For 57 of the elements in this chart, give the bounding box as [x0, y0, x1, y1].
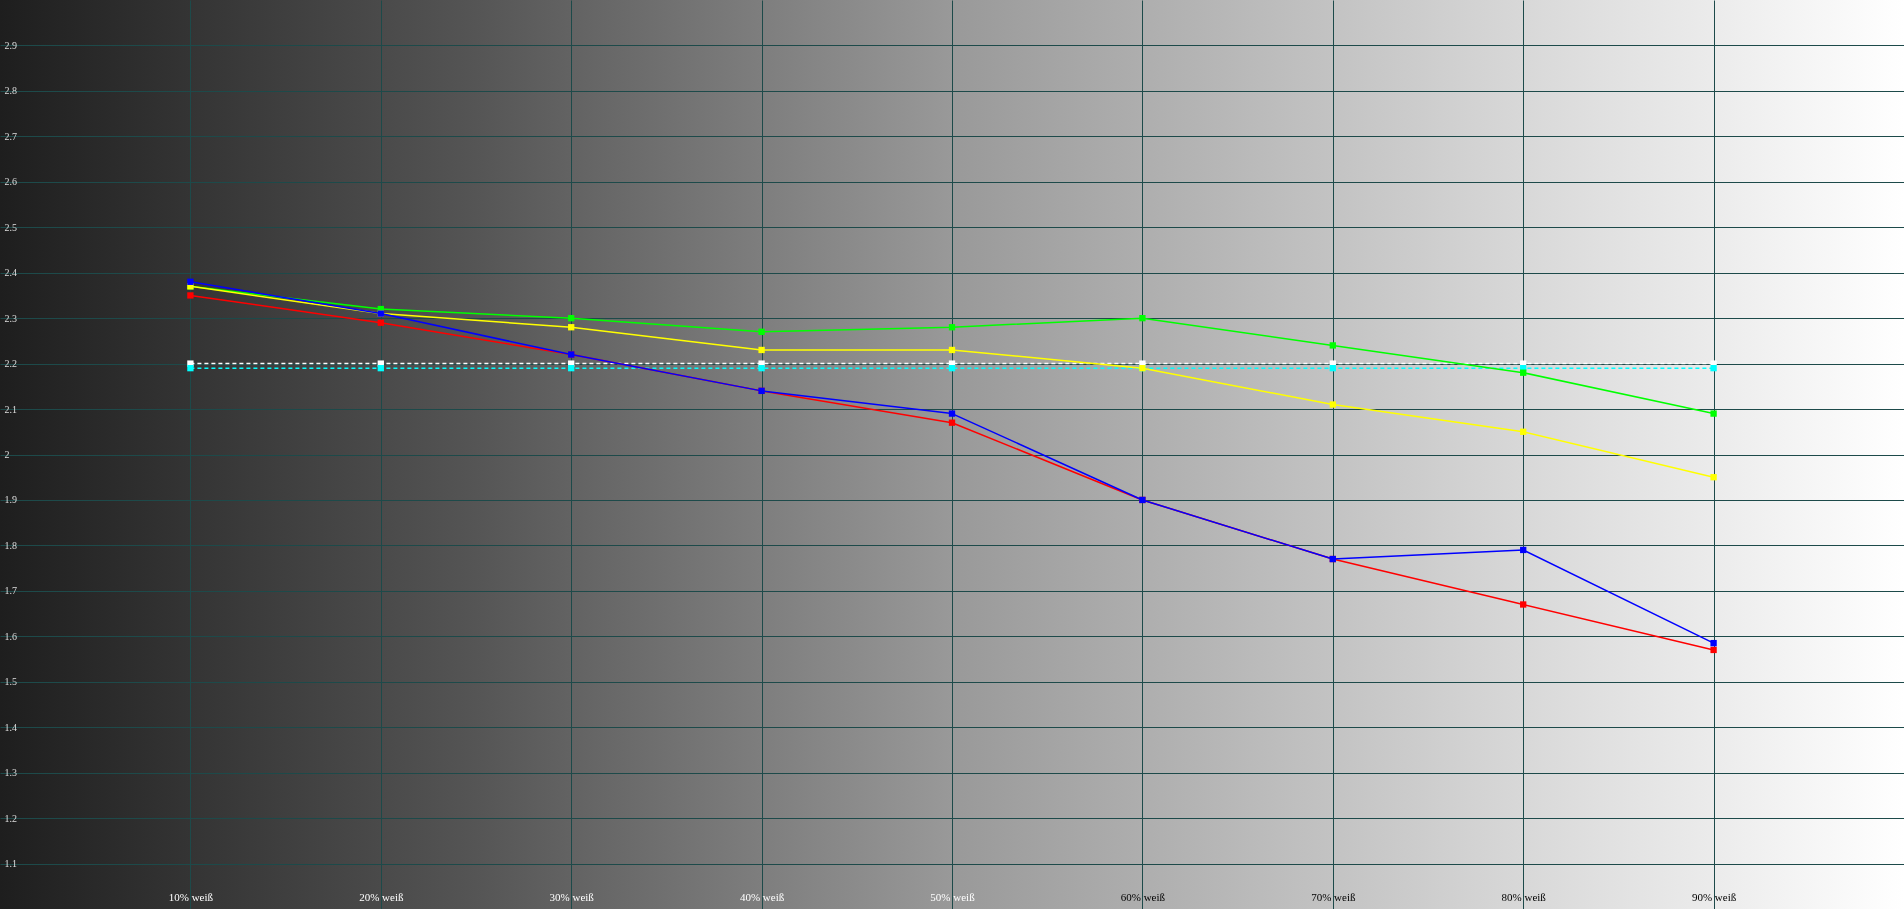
- y-tick-label: 1.1: [4, 858, 17, 870]
- y-tick-label: 2.5: [4, 221, 17, 233]
- y-tick-label: 1.8: [4, 539, 17, 551]
- x-tick-label: 50% weiß: [930, 890, 976, 903]
- y-tick-label: 2.3: [4, 312, 17, 324]
- y-tick-label: 2.7: [4, 130, 17, 142]
- point: [758, 328, 765, 335]
- point: [948, 324, 956, 331]
- point: [1710, 474, 1717, 481]
- point: [568, 364, 575, 372]
- x-tick-label: 80% weiß: [1501, 890, 1547, 903]
- x-tick-label: 30% weiß: [549, 890, 595, 903]
- y-tick-label: 1.7: [4, 585, 17, 597]
- y-tick-label: 2.9: [4, 39, 17, 51]
- y-tick-label: 1.9: [4, 494, 17, 506]
- point: [948, 364, 956, 372]
- point: [758, 346, 765, 354]
- point: [1710, 410, 1717, 417]
- point: [1710, 646, 1717, 654]
- point: [1329, 342, 1336, 349]
- x-tick-label: 60% weiß: [1120, 890, 1166, 903]
- point: [1139, 314, 1146, 322]
- x-tick-label: 90% weiß: [1691, 890, 1737, 903]
- point: [1710, 364, 1717, 372]
- x-tick-label: 10% weiß: [168, 890, 214, 903]
- y-tick-label: 1.5: [4, 676, 17, 688]
- point: [187, 292, 194, 299]
- y-tick-label: 1.6: [4, 630, 17, 642]
- point: [948, 346, 956, 354]
- y-tick-label: 1.3: [4, 767, 17, 779]
- y-tick-label: 2.4: [4, 267, 17, 279]
- point: [187, 278, 194, 285]
- y-tick-label: 1.4: [4, 721, 17, 733]
- x-tick-label: 70% weiß: [1311, 890, 1356, 903]
- point: [377, 319, 384, 326]
- point: [948, 419, 956, 426]
- point: [1520, 428, 1527, 435]
- point: [187, 364, 194, 372]
- point: [1520, 601, 1527, 608]
- point: [377, 364, 384, 372]
- point: [568, 324, 575, 331]
- x-tick-label: 40% weiß: [739, 890, 785, 903]
- y-tick-label: 2.8: [4, 85, 17, 97]
- point: [948, 410, 956, 417]
- point: [1710, 639, 1717, 647]
- point: [1520, 546, 1527, 554]
- y-tick-label: 2: [4, 449, 10, 460]
- point: [1329, 364, 1336, 372]
- point: [1329, 401, 1336, 408]
- y-tick-label: 2.6: [4, 176, 17, 188]
- point: [758, 364, 765, 372]
- point: [568, 314, 575, 322]
- y-tick-label: 2.2: [4, 358, 17, 370]
- point: [1520, 369, 1527, 376]
- y-tick-label: 2.1: [4, 403, 17, 415]
- x-tick-label: 20% weiß: [359, 890, 404, 903]
- y-tick-label: 1.2: [4, 812, 17, 824]
